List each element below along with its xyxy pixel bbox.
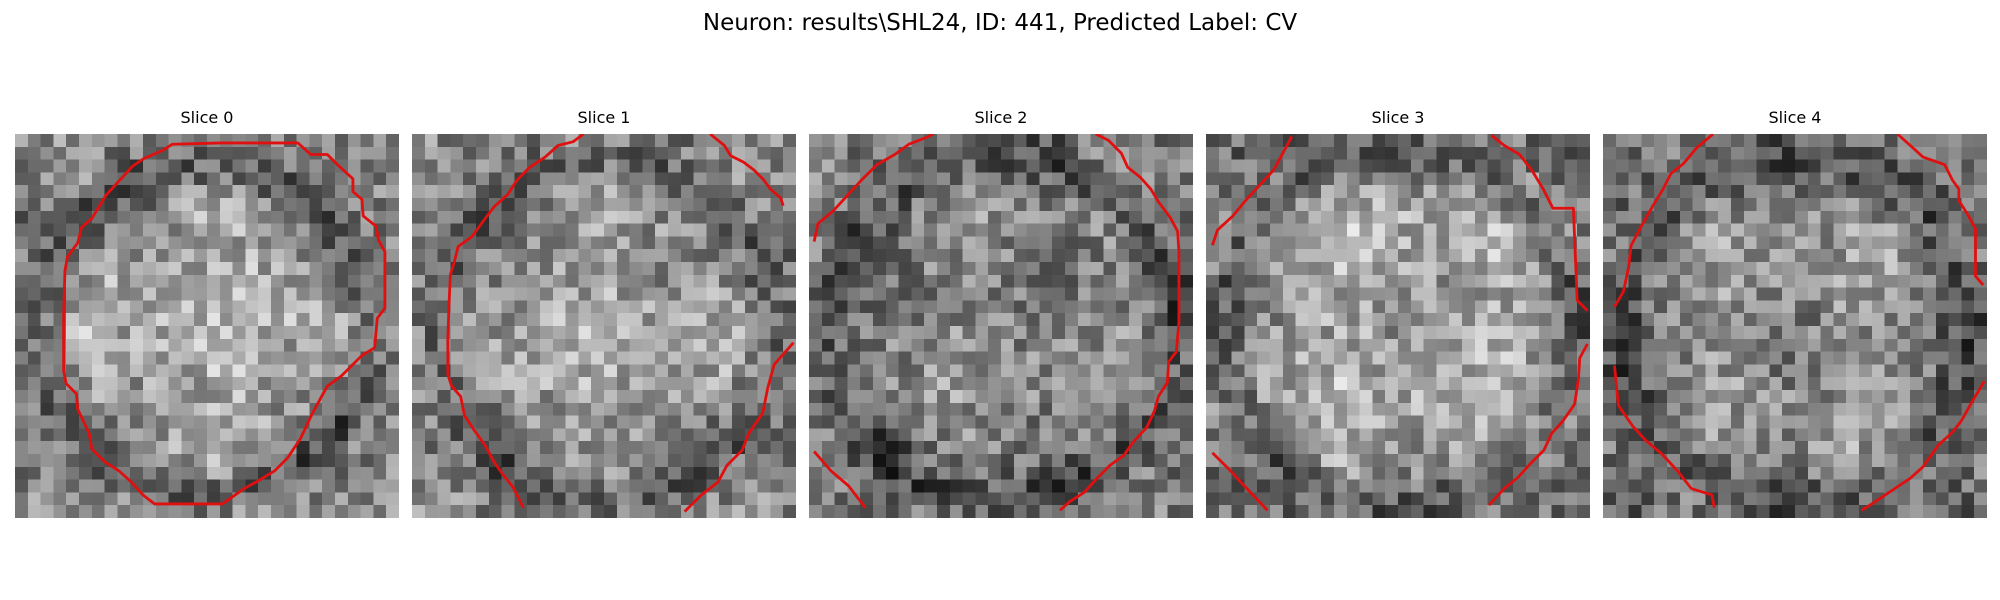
slice-title: Slice 4 (1603, 108, 1987, 128)
slice-title: Slice 2 (809, 108, 1193, 128)
slice-image (809, 134, 1193, 518)
slice-image (1603, 134, 1987, 518)
slice-image (412, 134, 796, 518)
slice-title: Slice 0 (15, 108, 399, 128)
slice-image (15, 134, 399, 518)
figure-title: Neuron: results\SHL24, ID: 441, Predicte… (0, 8, 2000, 38)
slice-title: Slice 3 (1206, 108, 1590, 128)
slice-title: Slice 1 (412, 108, 796, 128)
slice-image (1206, 134, 1590, 518)
